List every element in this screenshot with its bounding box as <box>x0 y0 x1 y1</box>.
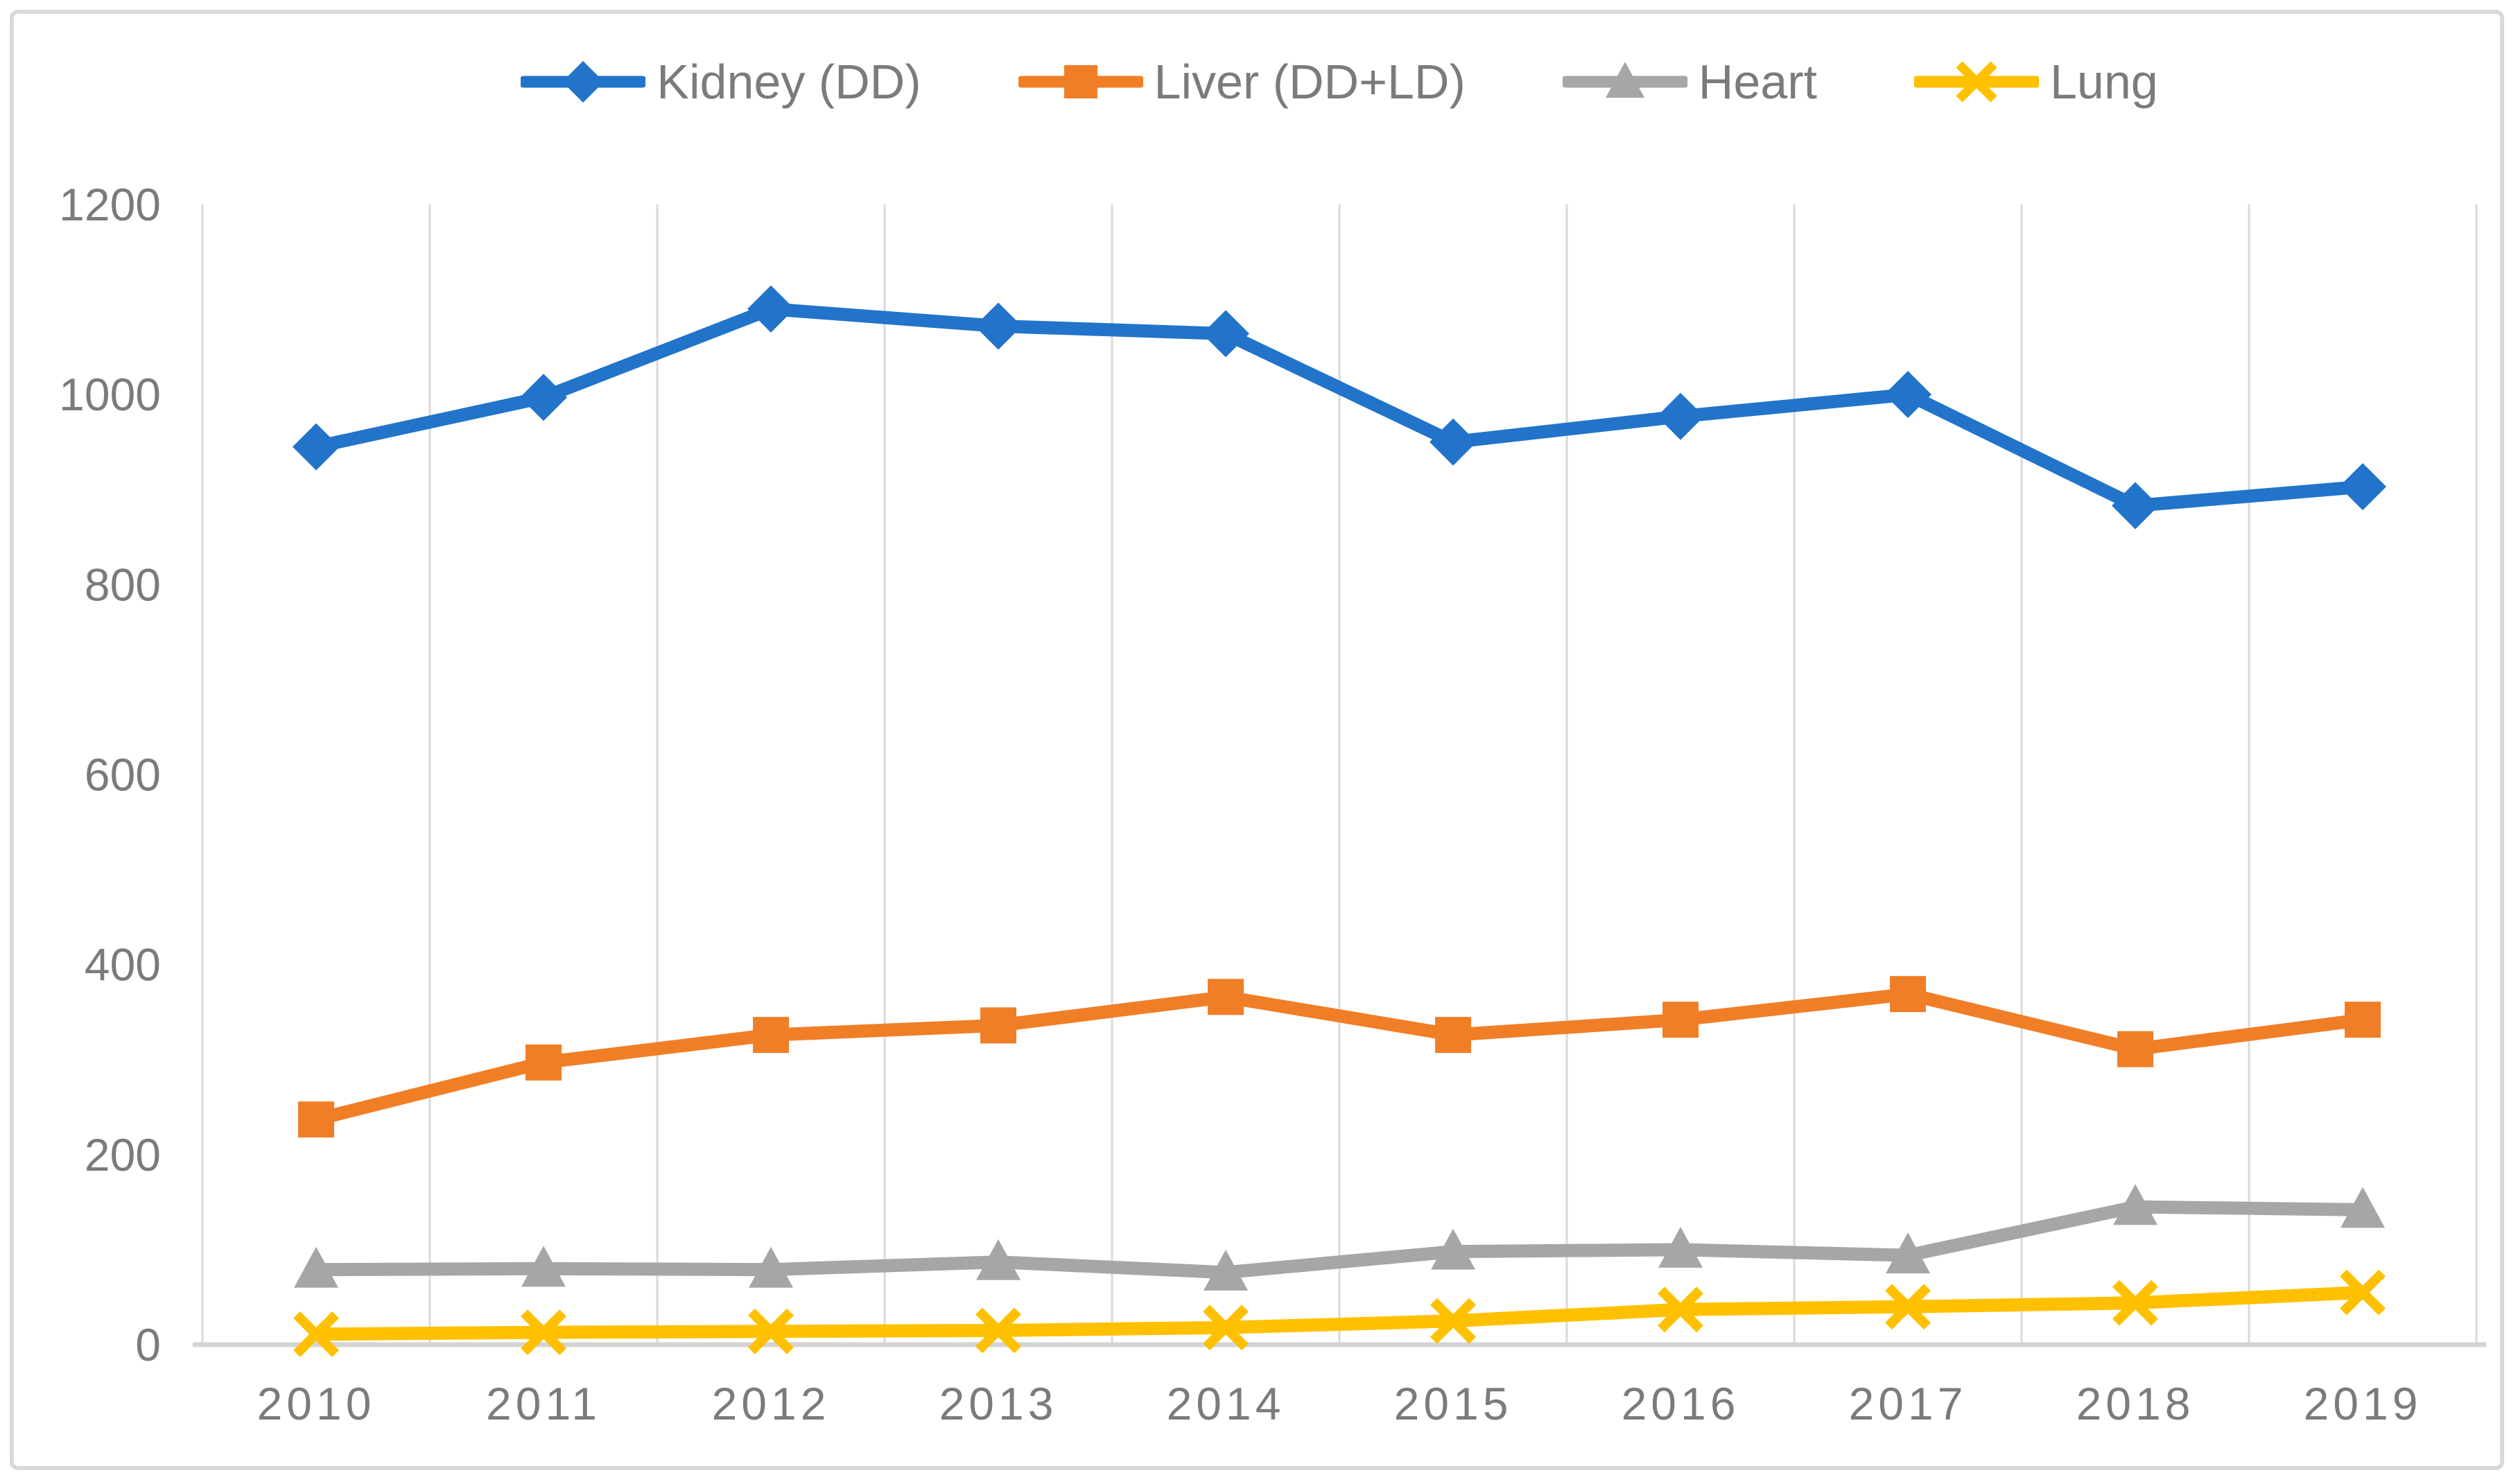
data-point-diamond-marker <box>1884 371 1931 419</box>
x-tick-label: 2015 <box>1394 1378 1513 1429</box>
data-point-triangle-marker <box>976 1239 1021 1280</box>
data-point-square-marker <box>1435 1017 1471 1054</box>
y-tick-label: 1200 <box>59 179 161 230</box>
series-line-heart <box>309 1200 2370 1280</box>
data-point-square-marker <box>526 1044 562 1081</box>
data-point-diamond-marker <box>2339 463 2386 511</box>
series-line-liver-dd-ld <box>309 987 2370 1126</box>
series-line-lung <box>309 1286 2370 1341</box>
x-tick-label: 2017 <box>1849 1378 1968 1429</box>
data-point-square-marker <box>2117 1031 2153 1067</box>
data-point-x-marker <box>975 1307 1021 1354</box>
heart-series-triangle-icon <box>1562 62 1687 98</box>
data-point-triangle-marker <box>521 1246 566 1287</box>
data-point-triangle-marker <box>1886 1232 1930 1274</box>
legend-marker-square <box>1063 65 1097 98</box>
data-point-square-marker <box>1890 976 1926 1013</box>
data-point-diamond-marker <box>520 374 567 421</box>
data-point-diamond-marker <box>975 302 1022 350</box>
liver-series-square-icon <box>1018 65 1143 98</box>
data-point-square-marker <box>1662 1002 1699 1038</box>
data-point-square-marker <box>2345 1002 2381 1038</box>
y-tick-label: 1000 <box>59 369 161 420</box>
x-tick-label: 2018 <box>2076 1378 2195 1429</box>
legend-label-heart: Heart <box>1698 55 1817 109</box>
data-point-x-marker <box>2340 1269 2386 1316</box>
legend-item-lung: Lung <box>1913 54 2158 110</box>
x-tick-label: 2019 <box>2304 1378 2422 1429</box>
data-point-square-marker <box>980 1007 1016 1044</box>
data-point-diamond-marker <box>1202 310 1249 358</box>
y-tick-label: 200 <box>85 1129 161 1180</box>
data-point-x-marker <box>1658 1286 1703 1333</box>
data-point-triangle-marker <box>294 1246 338 1288</box>
y-tick-label: 400 <box>85 939 161 990</box>
y-tick-label: 600 <box>85 749 161 801</box>
legend-item-heart: Heart <box>1562 54 1817 110</box>
data-point-diamond-marker <box>1430 418 1477 466</box>
data-point-triangle-marker <box>749 1246 793 1288</box>
x-tick-label: 2010 <box>257 1378 376 1429</box>
legend-label-liver: Liver (DD+LD) <box>1154 55 1466 109</box>
chart-area-border <box>10 10 2504 1470</box>
x-tick-label: 2014 <box>1167 1378 1285 1429</box>
legend-item-liver: Liver (DD+LD) <box>1018 54 1466 110</box>
data-point-x-marker <box>1430 1298 1476 1344</box>
data-point-x-marker <box>521 1309 566 1356</box>
legend-marker-triangle <box>1605 62 1644 98</box>
legend-item-kidney: Kidney (DD) <box>521 54 921 110</box>
kidney-series-diamond-icon <box>521 61 646 103</box>
data-point-triangle-marker <box>2113 1184 2157 1225</box>
data-point-x-marker <box>748 1308 794 1354</box>
x-tick-label: 2016 <box>1622 1378 1740 1429</box>
data-point-x-marker <box>1203 1304 1249 1351</box>
data-point-x-marker <box>2112 1280 2158 1326</box>
data-point-diamond-marker <box>747 285 795 333</box>
data-point-x-marker <box>293 1311 339 1357</box>
x-tick-label: 2012 <box>712 1378 831 1429</box>
y-tick-label: 800 <box>85 559 161 610</box>
data-point-triangle-marker <box>1431 1228 1475 1270</box>
legend-marker-x <box>1956 61 1997 103</box>
data-point-x-marker <box>1885 1284 1931 1330</box>
data-point-diamond-marker <box>1657 392 1704 440</box>
legend-label-lung: Lung <box>2049 55 2158 109</box>
lung-series-x-icon <box>1913 61 2039 103</box>
data-point-diamond-marker <box>293 423 340 471</box>
data-point-square-marker <box>1208 979 1244 1015</box>
data-point-square-marker <box>298 1101 334 1138</box>
data-point-triangle-marker <box>1658 1226 1703 1268</box>
data-point-square-marker <box>753 1017 789 1054</box>
x-tick-label: 2013 <box>939 1378 1058 1429</box>
data-point-triangle-marker <box>2341 1187 2385 1228</box>
legend-marker-diamond <box>562 61 605 103</box>
data-point-diamond-marker <box>2112 482 2159 530</box>
legend-label-kidney: Kidney (DD) <box>657 55 921 109</box>
series-line-kidney-dd <box>309 302 2370 513</box>
chart-legend: Kidney (DD) Liver (DD+LD) Heart Lung <box>202 54 2476 110</box>
data-point-triangle-marker <box>1204 1249 1248 1291</box>
x-tick-label: 2011 <box>486 1378 601 1429</box>
y-tick-label: 0 <box>135 1319 161 1370</box>
